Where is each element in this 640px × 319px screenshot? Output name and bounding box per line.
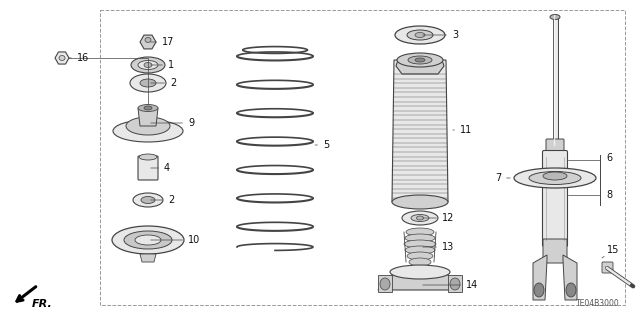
Ellipse shape [138, 61, 158, 70]
Polygon shape [563, 255, 577, 300]
Text: TE04B3000: TE04B3000 [576, 299, 620, 308]
Text: FR.: FR. [32, 299, 52, 309]
Text: 14: 14 [423, 280, 478, 290]
Ellipse shape [534, 283, 544, 297]
Ellipse shape [404, 240, 436, 248]
FancyBboxPatch shape [543, 239, 567, 263]
Ellipse shape [411, 214, 429, 221]
Text: 11: 11 [452, 125, 472, 135]
Ellipse shape [135, 235, 161, 245]
Ellipse shape [408, 56, 432, 64]
Ellipse shape [392, 195, 448, 209]
Text: 8: 8 [606, 190, 612, 200]
Ellipse shape [514, 168, 596, 188]
Text: 3: 3 [423, 30, 458, 40]
Ellipse shape [417, 216, 424, 220]
Ellipse shape [402, 211, 438, 225]
FancyBboxPatch shape [546, 139, 564, 153]
Ellipse shape [415, 33, 425, 38]
Text: 10: 10 [151, 235, 200, 245]
Ellipse shape [131, 57, 165, 73]
Text: 7: 7 [495, 173, 510, 183]
Ellipse shape [124, 231, 172, 249]
Ellipse shape [145, 38, 151, 42]
Text: 12: 12 [423, 213, 454, 223]
Polygon shape [533, 255, 547, 300]
Ellipse shape [144, 63, 152, 68]
Ellipse shape [130, 74, 166, 92]
Text: 9: 9 [151, 118, 194, 128]
Polygon shape [138, 108, 158, 126]
Text: 17: 17 [151, 37, 174, 47]
Ellipse shape [112, 226, 184, 254]
Text: 13: 13 [423, 242, 454, 252]
Ellipse shape [409, 258, 431, 266]
Ellipse shape [138, 105, 158, 112]
Ellipse shape [144, 106, 152, 110]
Polygon shape [448, 275, 462, 292]
Ellipse shape [390, 265, 450, 279]
Ellipse shape [140, 79, 156, 87]
Ellipse shape [405, 246, 435, 254]
Text: 15: 15 [602, 245, 620, 258]
Text: 2: 2 [151, 78, 176, 88]
Text: 16: 16 [69, 53, 89, 63]
FancyBboxPatch shape [543, 151, 568, 247]
Ellipse shape [543, 172, 567, 180]
Ellipse shape [133, 193, 163, 207]
Text: 6: 6 [606, 153, 612, 163]
Ellipse shape [395, 26, 445, 44]
FancyBboxPatch shape [553, 15, 558, 145]
Ellipse shape [566, 283, 576, 297]
Ellipse shape [113, 120, 183, 142]
Text: 1: 1 [151, 60, 174, 70]
Ellipse shape [550, 14, 560, 19]
Ellipse shape [415, 58, 425, 62]
FancyBboxPatch shape [138, 156, 158, 180]
Ellipse shape [406, 228, 434, 236]
Ellipse shape [407, 252, 433, 260]
Polygon shape [396, 60, 444, 74]
Ellipse shape [126, 117, 170, 135]
Polygon shape [378, 275, 392, 292]
Ellipse shape [405, 234, 435, 242]
Ellipse shape [397, 53, 443, 67]
Polygon shape [392, 60, 448, 202]
Polygon shape [378, 268, 462, 290]
Ellipse shape [59, 56, 65, 61]
Text: 4: 4 [151, 163, 170, 173]
Ellipse shape [139, 154, 157, 160]
Text: 2: 2 [151, 195, 174, 205]
Ellipse shape [529, 172, 581, 184]
Ellipse shape [450, 278, 460, 290]
FancyBboxPatch shape [602, 262, 613, 273]
Ellipse shape [380, 278, 390, 290]
Polygon shape [140, 254, 156, 262]
Ellipse shape [141, 197, 155, 204]
Text: 5: 5 [315, 140, 329, 150]
Ellipse shape [407, 30, 433, 40]
